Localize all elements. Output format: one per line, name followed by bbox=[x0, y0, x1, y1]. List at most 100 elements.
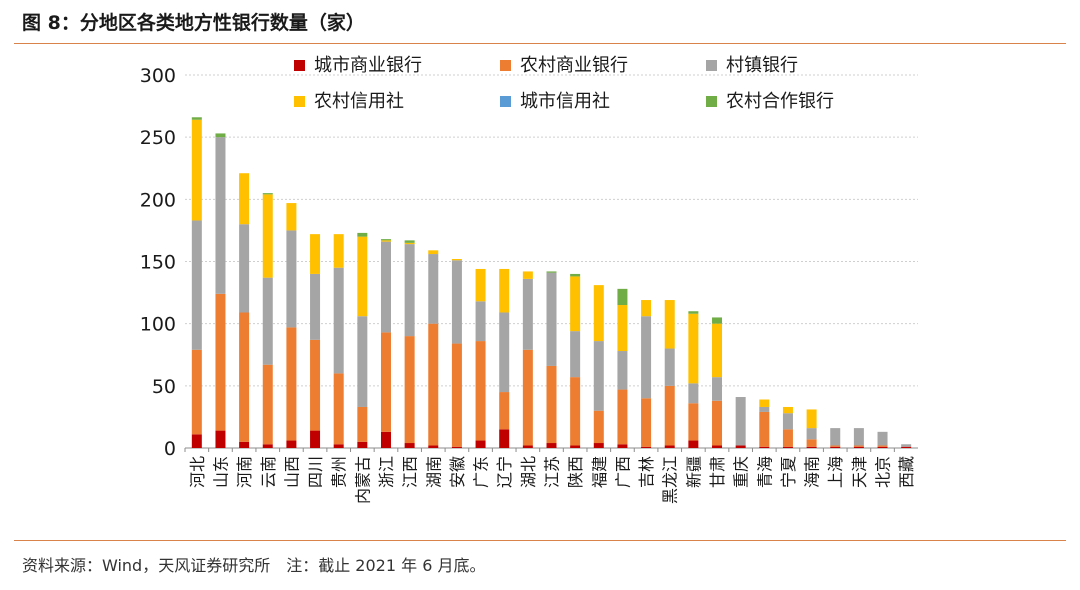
stacked-bar-chart: 0 50 100 150 200 250 300 河北 山东 河南 云南 山西 四川 贵州 内蒙古 浙江 江西… bbox=[140, 55, 918, 504]
bar-segment bbox=[782, 446, 793, 448]
bar-segment bbox=[286, 230, 297, 328]
x-category-label: 吉林 bbox=[637, 456, 656, 488]
x-category-label: 黑龙江 bbox=[661, 456, 680, 504]
bar-segment bbox=[215, 430, 226, 448]
bar-segment bbox=[333, 234, 344, 268]
bar-segment bbox=[191, 349, 202, 435]
bar-segment bbox=[712, 445, 723, 448]
x-category-label: 云南 bbox=[259, 456, 278, 488]
bar-segment bbox=[310, 273, 321, 340]
bar-segment bbox=[286, 203, 297, 231]
bar-segment bbox=[404, 240, 415, 243]
bar-segment bbox=[262, 193, 273, 195]
bar-segment bbox=[759, 406, 770, 412]
bar-segment bbox=[546, 271, 557, 273]
bars bbox=[184, 117, 912, 452]
x-category-label: 辽宁 bbox=[495, 456, 514, 488]
bar-segment bbox=[641, 398, 652, 447]
bar-segment bbox=[712, 323, 723, 378]
legend-swatch bbox=[500, 60, 511, 71]
bar-segment bbox=[664, 348, 675, 386]
bar-segment bbox=[286, 440, 297, 448]
bar-segment bbox=[475, 440, 486, 448]
bar-segment bbox=[262, 444, 273, 448]
x-category-label: 贵州 bbox=[330, 456, 349, 488]
bar-segment bbox=[664, 445, 675, 448]
legend-label: 农村合作银行 bbox=[726, 91, 834, 112]
y-tick-label: 200 bbox=[140, 189, 176, 211]
bar-segment bbox=[262, 364, 273, 445]
x-category-label: 江西 bbox=[401, 456, 420, 488]
bar-segment bbox=[617, 351, 628, 390]
x-category-label: 西藏 bbox=[897, 456, 916, 488]
x-category-label: 广东 bbox=[472, 456, 491, 488]
bar-segment bbox=[593, 410, 604, 444]
bar-segment bbox=[664, 385, 675, 446]
bar-segment bbox=[782, 413, 793, 430]
bar-segment bbox=[475, 301, 486, 342]
bar-segment bbox=[712, 377, 723, 401]
x-category-label: 海南 bbox=[803, 456, 822, 488]
bar-segment bbox=[782, 429, 793, 447]
bar-segment bbox=[570, 331, 581, 378]
legend-label: 城市信用社 bbox=[520, 91, 610, 112]
bar-segment bbox=[428, 250, 439, 255]
bar-segment bbox=[830, 446, 841, 448]
bar-segment bbox=[546, 272, 557, 366]
bar-segment bbox=[688, 403, 699, 441]
x-category-label: 新疆 bbox=[684, 456, 703, 488]
bar-segment bbox=[286, 327, 297, 441]
y-tick-label: 250 bbox=[140, 127, 176, 149]
bar-segment bbox=[239, 441, 250, 448]
top-divider bbox=[14, 43, 1066, 44]
bar-segment bbox=[191, 119, 202, 221]
bar-segment bbox=[262, 277, 273, 365]
bar-segment bbox=[593, 285, 604, 342]
bar-segment bbox=[522, 445, 533, 448]
bar-segment bbox=[712, 400, 723, 446]
x-axis-labels: 河北 山东 河南 云南 山西 四川 贵州 内蒙古 浙江 江西 湖南 安徽 广东 辽宁 湖北 江苏 陕西 福建 广西吉… bbox=[188, 456, 916, 504]
bar-segment bbox=[475, 341, 486, 441]
bar-segment bbox=[806, 446, 817, 448]
legend-swatch bbox=[294, 96, 305, 107]
x-category-label: 北京 bbox=[874, 456, 893, 488]
bar-segment bbox=[688, 383, 699, 404]
bar-segment bbox=[357, 232, 368, 237]
bar-segment bbox=[333, 267, 344, 374]
bar-segment bbox=[215, 137, 226, 294]
x-category-label: 河北 bbox=[188, 456, 207, 488]
bar-segment bbox=[310, 234, 321, 274]
bar-segment bbox=[830, 428, 841, 446]
bar-segment bbox=[499, 392, 510, 430]
bar-segment bbox=[570, 377, 581, 446]
y-tick-label: 0 bbox=[164, 438, 176, 460]
legend-label: 村镇银行 bbox=[726, 55, 798, 76]
bar-segment bbox=[806, 439, 817, 447]
bar-segment bbox=[239, 173, 250, 225]
x-category-label: 山东 bbox=[211, 456, 230, 488]
bar-segment bbox=[380, 241, 391, 333]
bar-segment bbox=[593, 443, 604, 448]
y-tick-label: 150 bbox=[140, 252, 176, 274]
bar-segment bbox=[546, 443, 557, 448]
bar-segment bbox=[499, 312, 510, 393]
bar-segment bbox=[333, 373, 344, 445]
bottom-divider bbox=[14, 540, 1066, 541]
bar-segment bbox=[877, 431, 888, 446]
y-tick-label: 50 bbox=[152, 376, 176, 398]
bar-segment bbox=[759, 446, 770, 448]
bar-segment bbox=[451, 260, 462, 344]
x-category-label: 青海 bbox=[755, 456, 774, 488]
bar-segment bbox=[759, 411, 770, 447]
bar-segment bbox=[617, 389, 628, 445]
x-category-label: 安徽 bbox=[448, 456, 467, 488]
bar-segment bbox=[641, 300, 652, 317]
x-category-label: 浙江 bbox=[377, 456, 396, 488]
bar-segment bbox=[357, 316, 368, 407]
bar-segment bbox=[215, 133, 226, 138]
legend-swatch bbox=[706, 60, 717, 71]
bar-segment bbox=[901, 446, 912, 448]
x-category-label: 陕西 bbox=[566, 456, 585, 488]
bar-segment bbox=[262, 194, 273, 278]
bar-segment bbox=[357, 406, 368, 442]
